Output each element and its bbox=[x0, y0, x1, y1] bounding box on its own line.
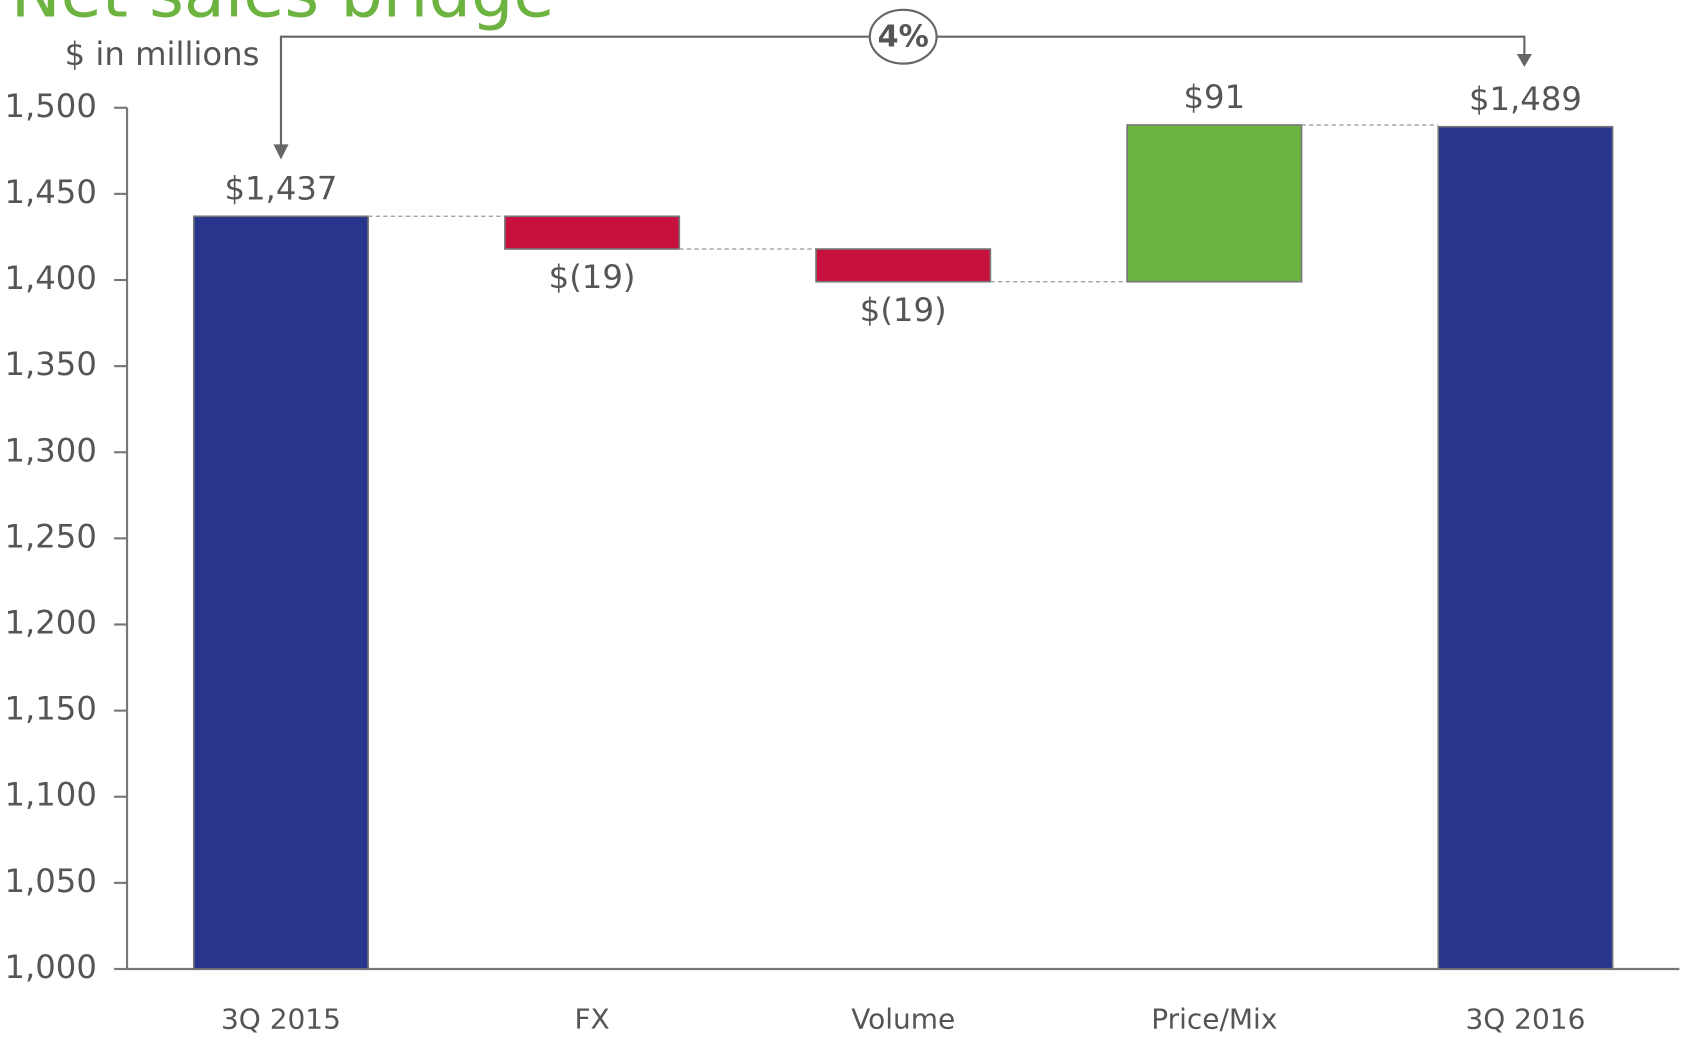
arrow-head bbox=[273, 144, 289, 160]
value-label: $1,489 bbox=[1469, 80, 1582, 118]
arrow-head bbox=[1516, 53, 1532, 67]
x-tick-label: 3Q 2015 bbox=[221, 1003, 341, 1036]
y-tick-label: 1,400 bbox=[4, 259, 96, 297]
bracket-right bbox=[936, 35, 1526, 57]
y-tick-label: 1,150 bbox=[4, 690, 96, 728]
bracket-left bbox=[279, 35, 870, 147]
value-label: $1,437 bbox=[224, 169, 337, 207]
y-tick-label: 1,100 bbox=[4, 776, 96, 814]
bar bbox=[815, 248, 992, 283]
y-tick-label: 1,300 bbox=[4, 431, 96, 469]
value-label: $91 bbox=[1184, 78, 1246, 116]
y-tick-label: 1,350 bbox=[4, 345, 96, 383]
chart-title: Net sales bridge bbox=[11, 0, 555, 33]
bar bbox=[1126, 124, 1303, 283]
y-axis-label: $ in millions bbox=[65, 35, 260, 73]
bar bbox=[504, 215, 681, 250]
annotation-oval bbox=[868, 8, 938, 65]
x-tick-label: Price/Mix bbox=[1151, 1003, 1277, 1036]
value-label: $(19) bbox=[860, 291, 947, 329]
y-tick-label: 1,000 bbox=[4, 948, 96, 986]
annotation: 4% bbox=[878, 19, 929, 54]
bar bbox=[1437, 125, 1614, 970]
value-label: $(19) bbox=[549, 258, 636, 296]
y-tick-label: 1,050 bbox=[4, 862, 96, 900]
bracket bbox=[279, 35, 1526, 147]
x-tick-label: 3Q 2016 bbox=[1465, 1003, 1585, 1036]
y-tick-label: 1,200 bbox=[4, 604, 96, 642]
bar bbox=[192, 215, 369, 970]
y-tick-label: 1,250 bbox=[4, 517, 96, 555]
x-tick-label: Volume bbox=[851, 1003, 955, 1036]
y-tick-label: 1,500 bbox=[4, 87, 96, 125]
y-tick-label: 1,450 bbox=[4, 173, 96, 211]
x-tick-label: FX bbox=[574, 1003, 609, 1036]
